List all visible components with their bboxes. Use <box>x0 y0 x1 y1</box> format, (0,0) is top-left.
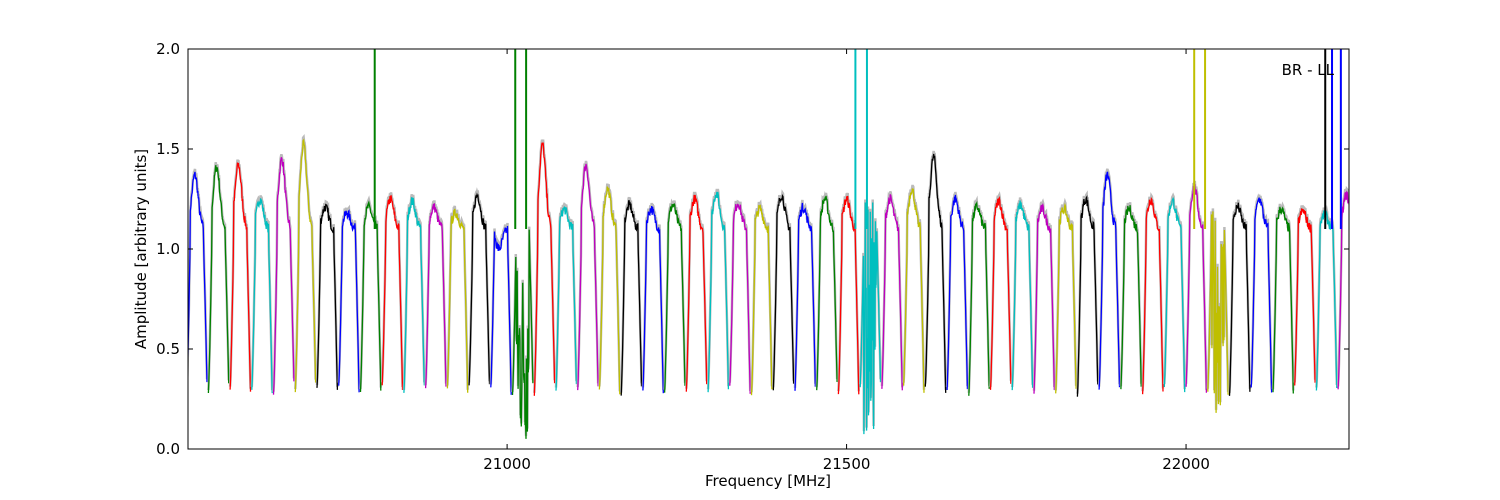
channel-series-line <box>577 163 599 391</box>
x-tick-label: 21500 <box>823 455 871 473</box>
y-tick-label: 0.5 <box>156 340 180 358</box>
channel-series-line <box>555 206 578 391</box>
y-tick-label: 1.5 <box>156 140 180 158</box>
channel-series-line <box>468 192 491 386</box>
series-layer <box>188 49 1380 439</box>
channel-series-line <box>598 186 621 395</box>
y-axis-label: Amplitude [arbitrary units] <box>132 149 150 349</box>
channel-series-line <box>1207 211 1229 413</box>
channel-series-line <box>1315 210 1338 391</box>
channel-series-line <box>229 162 252 392</box>
channel-series-line <box>1141 196 1164 395</box>
channel-series-line <box>816 195 838 391</box>
channel-series-line <box>968 200 990 396</box>
channel-series-line <box>902 188 925 393</box>
channel-series-line <box>207 165 230 394</box>
ticks-layer: 21000 21500 22000 0.0 0.5 1.0 1.5 2.0 <box>156 40 1349 473</box>
channel-series-line <box>1011 200 1034 391</box>
channel-series-line <box>1250 197 1273 393</box>
channel-series-line <box>403 197 425 393</box>
channel-series-line <box>272 157 295 395</box>
channel-series-line <box>685 194 708 392</box>
channel-series-line <box>707 191 730 393</box>
x-tick-label: 21000 <box>483 455 531 473</box>
channel-series-line <box>359 200 382 393</box>
channel-series-line <box>924 153 947 393</box>
channel-series-line <box>1076 195 1099 397</box>
channel-series-line <box>620 200 643 396</box>
x-tick-label: 22000 <box>1162 455 1210 473</box>
channel-series-line <box>794 202 816 391</box>
channel-series-line <box>772 193 795 391</box>
channel-series-line <box>946 194 969 391</box>
channel-series-line <box>251 198 273 394</box>
channel-series-line <box>338 209 360 393</box>
channel-series-line <box>533 142 556 396</box>
y-tick-label: 2.0 <box>156 40 180 58</box>
y-tick-label: 1.0 <box>156 240 180 258</box>
y-tick-label: 0.0 <box>156 440 180 458</box>
channel-series-line <box>1360 217 1380 399</box>
channel-series-line <box>1272 206 1294 394</box>
channel-series-line <box>1185 183 1208 393</box>
channel-series-line <box>294 138 317 393</box>
channel-series-line <box>1055 202 1077 394</box>
channel-series-line <box>1294 208 1316 386</box>
channel-series-line <box>881 194 903 391</box>
channel-series-line <box>490 225 512 395</box>
channel-series-line <box>837 195 860 395</box>
channel-series-line <box>1098 171 1121 390</box>
channel-series-line <box>424 203 447 389</box>
channel-series-line <box>1228 202 1251 396</box>
channel-series-line <box>729 203 751 394</box>
channel-series-line <box>859 202 882 435</box>
channel-series-line <box>381 195 404 391</box>
channel-series-line <box>1337 190 1349 390</box>
channel-series-line <box>663 203 686 393</box>
channel-shadow-line <box>1360 214 1380 396</box>
channel-series-line <box>511 229 534 439</box>
channel-series-line <box>1120 205 1142 390</box>
channel-series-line <box>989 195 1012 390</box>
channel-series-line <box>446 208 469 393</box>
chart-annotation: BR - LL <box>1282 61 1335 79</box>
channel-series-line <box>750 204 773 396</box>
channel-series-line <box>188 171 208 383</box>
x-axis-label: Frequency [MHz] <box>705 472 831 490</box>
channel-series-line <box>1033 202 1055 394</box>
channel-series-line <box>1163 196 1186 393</box>
channel-series-line <box>642 205 664 394</box>
channel-series-line <box>316 203 339 390</box>
